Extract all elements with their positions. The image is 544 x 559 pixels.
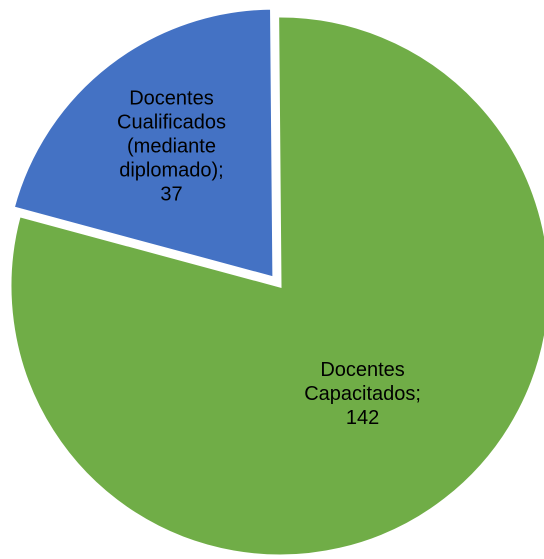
slice-label-line: 37 xyxy=(160,184,182,206)
slice-data-label-1: Docentes Cualificados (mediante diplomado);… xyxy=(117,88,226,206)
pie-slice-0 xyxy=(8,14,544,558)
slice-label-line: Docentes xyxy=(320,359,405,381)
pie-slice-1 xyxy=(11,6,276,281)
slice-label-line: 142 xyxy=(346,407,379,429)
slice-label-line: diplomado); xyxy=(119,160,224,182)
slice-label-line: Docentes xyxy=(129,88,214,110)
slice-label-line: Capacitados; xyxy=(304,383,421,405)
slice-data-label-0: Docentes Capacitados; 142 xyxy=(304,359,421,429)
slice-label-line: (mediante xyxy=(127,136,216,158)
slice-label-line: Cualificados xyxy=(117,112,226,134)
